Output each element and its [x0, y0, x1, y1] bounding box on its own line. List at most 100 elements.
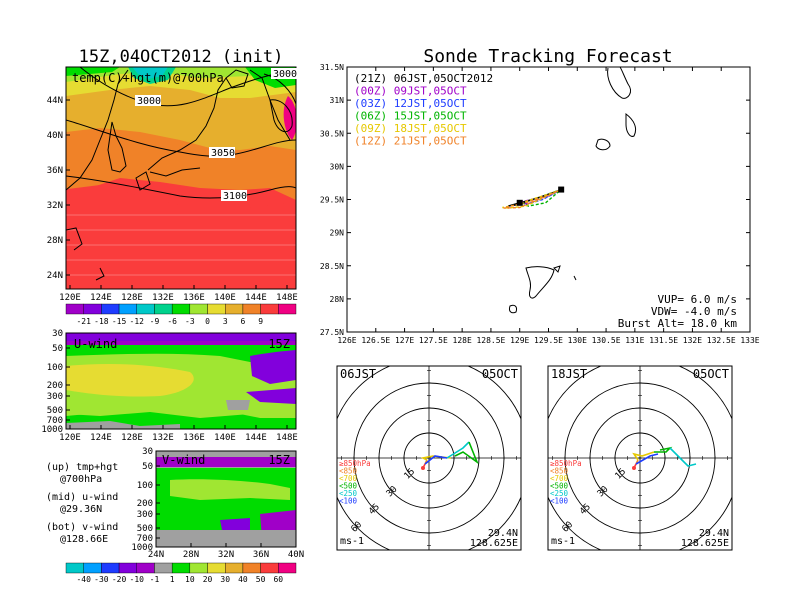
- sonde-vdw: VDW= -4.0 m/s: [651, 305, 737, 318]
- map-colorbar-swatch: [207, 303, 226, 315]
- hodograph-date: 05OCT: [482, 367, 518, 381]
- wind-colorbar-label: -20: [112, 575, 127, 584]
- wind-colorbar-label: 40: [238, 575, 248, 584]
- sonde-lon-label: 127E: [395, 336, 414, 345]
- u-wind-frame: [65, 332, 297, 430]
- wind-colorbar-swatch: [171, 562, 191, 574]
- sonde-burst: Burst Alt= 18.0 km: [618, 317, 738, 330]
- hodograph-level-legend: <250: [339, 489, 358, 498]
- map-lat-label: 44N: [47, 96, 63, 106]
- map-colorbar-label: -15: [112, 317, 127, 326]
- map-lat-label: 36N: [47, 166, 63, 176]
- wind-colorbar-label: 20: [203, 575, 213, 584]
- hodograph-level-legend: ≥850hPa: [550, 459, 582, 468]
- sonde-lat-label: 29N: [330, 229, 345, 238]
- map-colorbar-label: -18: [94, 317, 109, 326]
- v-lat-label: 36N: [253, 550, 269, 560]
- hodograph-time: 18JST: [551, 367, 587, 381]
- hodograph-unit: ms-1: [340, 536, 364, 547]
- height-contours: [66, 67, 296, 199]
- sonde-title: Sonde Tracking Forecast: [423, 46, 672, 67]
- legend-up-line2: @700hPa: [60, 474, 102, 485]
- u-wind-time: 15Z: [268, 337, 290, 351]
- map-lon-label: 144E: [245, 293, 267, 303]
- hodograph-trace-2: [632, 451, 655, 461]
- sonde-lat-label: 31N: [330, 96, 345, 105]
- hodograph-level-legend: <850: [550, 467, 569, 476]
- wind-colorbar-swatch: [207, 562, 226, 574]
- sonde-lat-label: 30.5N: [320, 129, 344, 138]
- map-lon-label: 128E: [121, 293, 143, 303]
- wind-colorbar: -40 -30 -20 -10 -1 1 10 20 30 40 50 60: [65, 562, 297, 584]
- map-colorbar-label: 3: [223, 317, 228, 326]
- wind-colorbar-swatch: [278, 562, 297, 574]
- sonde-legend-item: (06Z) 15JST,05OCT: [354, 110, 467, 123]
- wind-colorbar-label: 10: [185, 575, 195, 584]
- sonde-legend-item: (00Z) 09JST,05OCT: [354, 85, 467, 98]
- map-colorbar: -21 -18 -15 -12 -9 -6 -3 0 3 6 9: [65, 303, 297, 326]
- map-lat-label: 24N: [47, 271, 63, 281]
- u-p-label: 30: [52, 329, 63, 339]
- map-colorbar-swatch: [65, 303, 84, 315]
- u-lon-label: 144E: [245, 433, 267, 443]
- contour-label: 3100: [223, 191, 247, 202]
- wind-colorbar-label: 60: [273, 575, 283, 584]
- map-colorbar-swatch: [242, 303, 261, 315]
- wind-colorbar-swatch: [189, 562, 208, 574]
- wind-colorbar-swatch: [225, 562, 244, 574]
- wind-colorbar-label: -1: [150, 575, 160, 584]
- map-frame: [65, 66, 297, 290]
- launch-marker: [558, 186, 565, 193]
- u-p-label: 100: [47, 363, 63, 373]
- map-colorbar-swatch: [278, 303, 297, 315]
- v-p-label: 50: [142, 462, 153, 472]
- sonde-track-4: [502, 188, 562, 209]
- v-p-label: 700: [137, 534, 153, 544]
- map-colorbar-swatch: [83, 303, 102, 315]
- hodograph-trace-4: [446, 441, 470, 459]
- sonde-lon-label: 130E: [568, 336, 587, 345]
- v-p-label: 30: [142, 447, 153, 457]
- u-wind-label: U-wind: [74, 337, 117, 351]
- v-wind-time: 15Z: [268, 453, 290, 467]
- contour-labels: 3000 3000 3050 3100: [135, 68, 297, 202]
- sonde-legend-item: (03Z) 12JST,05OCT: [354, 97, 467, 110]
- hodograph-lat: 29.4N: [488, 528, 518, 539]
- sonde-lat-label: 28.5N: [320, 262, 344, 271]
- hodograph-frame: [547, 365, 733, 551]
- sonde-frame: [346, 66, 751, 333]
- sonde-lon-label: 128.5E: [476, 336, 505, 345]
- legend-mid-line2: @29.36N: [60, 504, 102, 515]
- sonde-vup: VUP= 6.0 m/s: [658, 293, 737, 306]
- sonde-legend-item: (09Z) 18JST,05OCT: [354, 122, 467, 135]
- sonde-lat-label: 28N: [330, 295, 345, 304]
- wind-colorbar-swatch: [242, 562, 261, 574]
- v-lat-label: 40N: [288, 550, 304, 560]
- sonde-axes: 31.5N31N30.5N30N29.5N29N28.5N28N27.5N126…: [320, 63, 760, 345]
- wind-colorbar-swatch: [118, 562, 137, 574]
- u-p-label: 700: [47, 416, 63, 426]
- sonde-lat-label: 30N: [330, 162, 345, 171]
- map-colorbar-label: 6: [241, 317, 246, 326]
- map-colorbar-swatch: [171, 303, 191, 315]
- u-p-label: 300: [47, 392, 63, 402]
- legend-up-line1: (up) tmp+hgt: [46, 462, 118, 473]
- sonde-legend-item: (12Z) 21JST,05OCT: [354, 135, 467, 148]
- wind-colorbar-label: 1: [170, 575, 175, 584]
- wind-colorbar-swatch: [154, 562, 173, 574]
- hodograph-level-legend: <850: [339, 467, 358, 476]
- hodograph-surface-marker: [632, 466, 636, 470]
- u-lon-label: 128E: [121, 433, 143, 443]
- hodograph-level-legend: ≥850hPa: [339, 459, 371, 468]
- wind-colorbar-swatch: [83, 562, 102, 574]
- landing-marker: [516, 199, 523, 206]
- map-colorbar-swatch: [189, 303, 208, 315]
- sonde-info: VUP= 6.0 m/s VDW= -4.0 m/s Burst Alt= 18…: [618, 293, 738, 330]
- map-lat-label: 40N: [47, 131, 63, 141]
- map-colorbar-label: 0: [205, 317, 210, 326]
- contour-label: 3000: [137, 96, 161, 107]
- wind-colorbar-label: -40: [76, 575, 91, 584]
- hodograph-level-legend: <100: [339, 497, 358, 506]
